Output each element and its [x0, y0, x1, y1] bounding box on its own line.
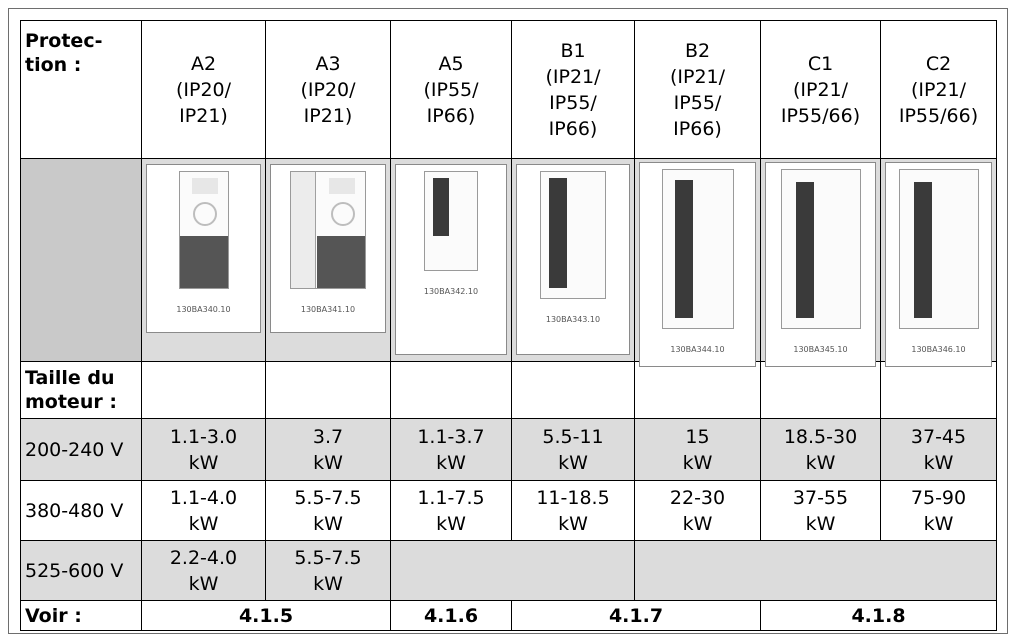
c1-drive-icon — [780, 169, 861, 330]
power-cell: 18.5-30 kW — [760, 418, 881, 482]
power-cell: 1.1-3.7 kW — [390, 418, 512, 482]
protection-label: Protec- tion : — [20, 19, 142, 160]
voltage-label: 525-600 V — [20, 540, 142, 602]
motor-size-row: Taille du moteur : — [20, 360, 997, 420]
b1-image-code: 130BA343.10 — [545, 315, 601, 325]
power-cell: 1.1-3.0 kW — [141, 418, 266, 482]
image-row: 130BA340.10 130BA341.10 130BA342.10 130B… — [20, 158, 997, 367]
a5-drive-icon — [424, 171, 478, 272]
a5-image-code: 130BA342.10 — [423, 287, 479, 297]
b2-drive-image: 130BA344.10 — [639, 162, 756, 367]
c2-drive-image: 130BA346.10 — [885, 162, 992, 367]
a3-image-code: 130BA341.10 — [300, 305, 356, 315]
reference-cell: 4.1.8 — [760, 600, 997, 631]
reference-row: Voir : 4.1.5 4.1.6 4.1.7 4.1.8 — [20, 600, 997, 631]
power-cell: 5.5-11 kW — [511, 418, 635, 482]
empty-cell — [634, 540, 997, 602]
b1-drive-icon — [540, 171, 606, 300]
power-cell: 75-90 kW — [880, 480, 997, 542]
voltage-label: 200-240 V — [20, 418, 142, 482]
power-cell: 37-45 kW — [880, 418, 997, 482]
b2-image-code: 130BA344.10 — [670, 345, 725, 355]
table-row: 380-480 V 1.1-4.0 kW 5.5-7.5 kW 1.1-7.5 … — [20, 480, 997, 542]
voir-label: Voir : — [20, 600, 142, 631]
a2-drive-icon — [178, 171, 229, 290]
size-a2: A2 (IP20/ IP21) — [141, 19, 266, 160]
image-row-label — [20, 158, 142, 362]
power-cell: 5.5-7.5 kW — [265, 480, 391, 542]
a5-drive-image: 130BA342.10 — [395, 164, 507, 355]
b1-drive-image: 130BA343.10 — [516, 164, 630, 355]
table-row: 525-600 V 2.2-4.0 kW 5.5-7.5 kW — [20, 540, 997, 602]
power-cell: 1.1-7.5 kW — [390, 480, 512, 542]
empty-cell — [390, 540, 635, 602]
reference-cell: 4.1.6 — [390, 600, 512, 631]
voltage-label: 380-480 V — [20, 480, 142, 542]
power-cell: 3.7 kW — [265, 418, 391, 482]
power-cell: 22-30 kW — [634, 480, 761, 542]
a2-image-code: 130BA340.10 — [176, 305, 231, 315]
table-row: 200-240 V 1.1-3.0 kW 3.7 kW 1.1-3.7 kW 5… — [20, 418, 997, 482]
c1-image-code: 130BA345.10 — [793, 345, 848, 355]
reference-cell: 4.1.5 — [141, 600, 391, 631]
size-a5: A5 (IP55/ IP66) — [390, 19, 512, 160]
enclosure-table: Protec- tion : A2 (IP20/ IP21) A3 (IP20/… — [20, 19, 997, 631]
c2-drive-icon — [898, 169, 979, 330]
power-cell: 2.2-4.0 kW — [141, 540, 266, 602]
power-cell: 15 kW — [634, 418, 761, 482]
b2-drive-icon — [661, 169, 734, 330]
power-cell: 37-55 kW — [760, 480, 881, 542]
power-cell: 5.5-7.5 kW — [265, 540, 391, 602]
c2-image-code: 130BA346.10 — [911, 345, 966, 355]
motor-size-label: Taille du moteur : — [20, 360, 142, 420]
c1-drive-image: 130BA345.10 — [765, 162, 876, 367]
size-b1: B1 (IP21/ IP55/ IP66) — [511, 19, 635, 160]
a2-drive-image: 130BA340.10 — [146, 164, 261, 333]
power-cell: 1.1-4.0 kW — [141, 480, 266, 542]
protection-row: Protec- tion : A2 (IP20/ IP21) A3 (IP20/… — [20, 19, 997, 160]
size-a3: A3 (IP20/ IP21) — [265, 19, 391, 160]
size-b2: B2 (IP21/ IP55/ IP66) — [634, 19, 761, 160]
a3-drive-icon — [290, 171, 366, 290]
power-cell: 11-18.5 kW — [511, 480, 635, 542]
size-c1: C1 (IP21/ IP55/66) — [760, 19, 881, 160]
reference-cell: 4.1.7 — [511, 600, 761, 631]
table-frame — [8, 8, 1008, 634]
a3-drive-image: 130BA341.10 — [270, 164, 386, 333]
size-c2: C2 (IP21/ IP55/66) — [880, 19, 997, 160]
